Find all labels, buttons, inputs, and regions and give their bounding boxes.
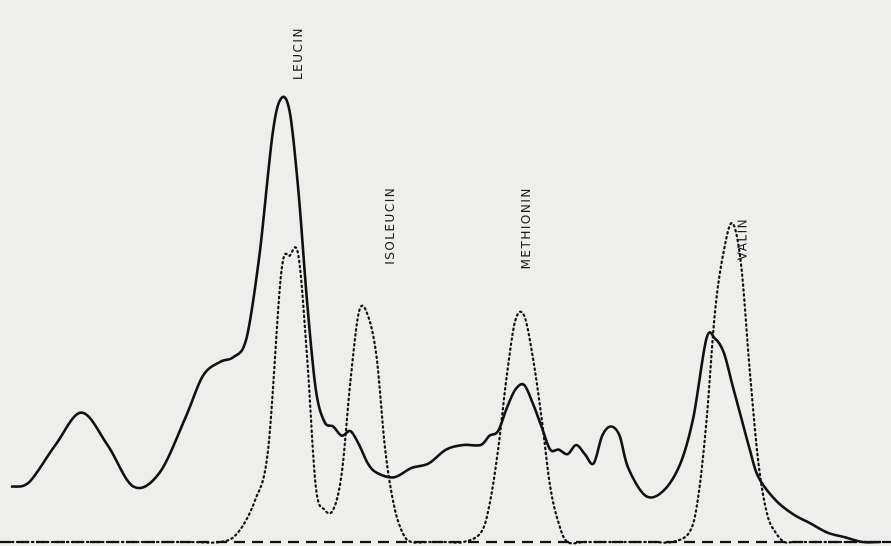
peak-label-isoleucin: ISOLEUCIN: [383, 187, 397, 265]
peak-labels: LEUCIN ISOLEUCIN METHIONIN VALIN: [291, 27, 749, 269]
peak-label-methionin: METHIONIN: [519, 187, 533, 269]
series-dotted-line: [10, 222, 882, 545]
peak-label-valin: VALIN: [735, 218, 749, 260]
peak-label-leucin: LEUCIN: [291, 27, 305, 80]
series-solid-line: [10, 95, 882, 544]
